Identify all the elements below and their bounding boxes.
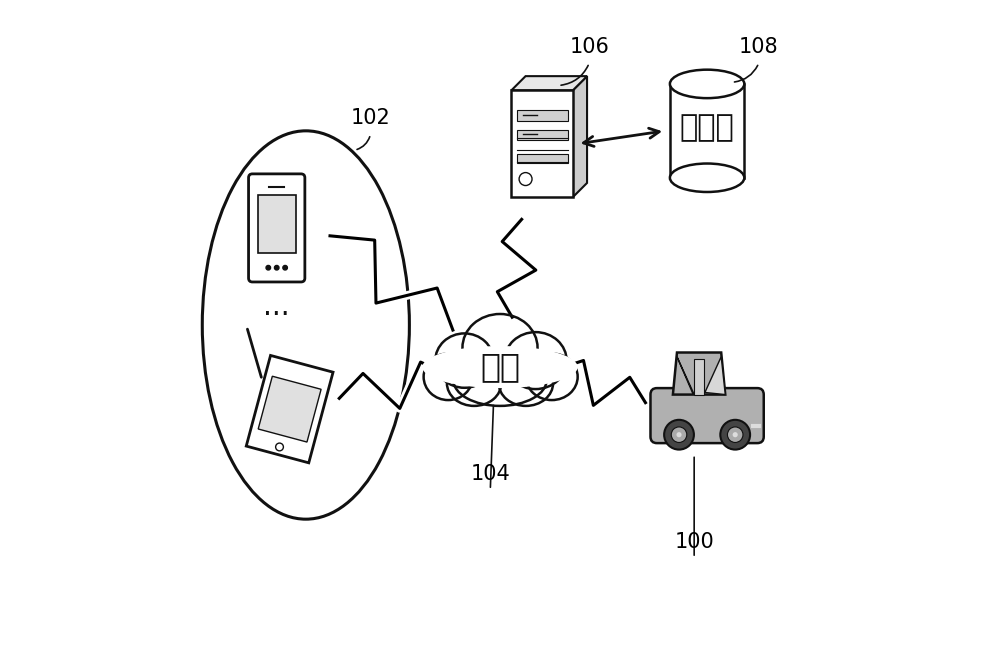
Ellipse shape (453, 354, 547, 406)
Ellipse shape (526, 354, 578, 400)
Circle shape (274, 265, 279, 270)
Circle shape (664, 420, 694, 450)
Polygon shape (705, 357, 725, 395)
Circle shape (266, 265, 271, 270)
Circle shape (733, 432, 738, 437)
Bar (517, 155, 568, 163)
FancyBboxPatch shape (650, 388, 764, 443)
Text: 106: 106 (569, 36, 609, 57)
Circle shape (676, 432, 682, 437)
Text: 网络: 网络 (480, 350, 520, 384)
Circle shape (519, 173, 532, 185)
Text: 108: 108 (739, 36, 779, 57)
Text: ···: ··· (263, 302, 290, 330)
Ellipse shape (670, 70, 744, 98)
Ellipse shape (499, 361, 553, 406)
Bar (517, 111, 568, 121)
Text: 数据库: 数据库 (680, 113, 734, 142)
Text: 102: 102 (351, 108, 390, 128)
Polygon shape (677, 357, 693, 395)
Bar (258, 195, 296, 253)
Polygon shape (573, 76, 587, 197)
Polygon shape (258, 376, 321, 442)
Ellipse shape (435, 333, 494, 388)
FancyBboxPatch shape (249, 174, 305, 282)
Ellipse shape (202, 131, 409, 519)
Polygon shape (673, 352, 725, 395)
Ellipse shape (462, 314, 538, 382)
FancyArrowPatch shape (490, 406, 493, 488)
Ellipse shape (670, 164, 744, 192)
FancyArrowPatch shape (357, 136, 370, 150)
Circle shape (671, 427, 687, 443)
Ellipse shape (416, 341, 584, 393)
FancyArrowPatch shape (734, 66, 758, 82)
Bar (517, 130, 568, 140)
Circle shape (727, 427, 743, 443)
FancyArrowPatch shape (561, 66, 588, 85)
Circle shape (283, 265, 287, 270)
Bar (670, 84, 744, 177)
Circle shape (720, 420, 750, 450)
Polygon shape (246, 356, 333, 463)
Circle shape (276, 443, 283, 451)
Text: 100: 100 (674, 532, 714, 552)
Ellipse shape (424, 354, 473, 400)
Ellipse shape (422, 346, 578, 388)
Ellipse shape (505, 332, 567, 389)
Ellipse shape (447, 361, 501, 406)
Bar (511, 90, 573, 197)
Text: 104: 104 (470, 464, 510, 484)
Polygon shape (511, 76, 587, 90)
Polygon shape (694, 359, 704, 395)
